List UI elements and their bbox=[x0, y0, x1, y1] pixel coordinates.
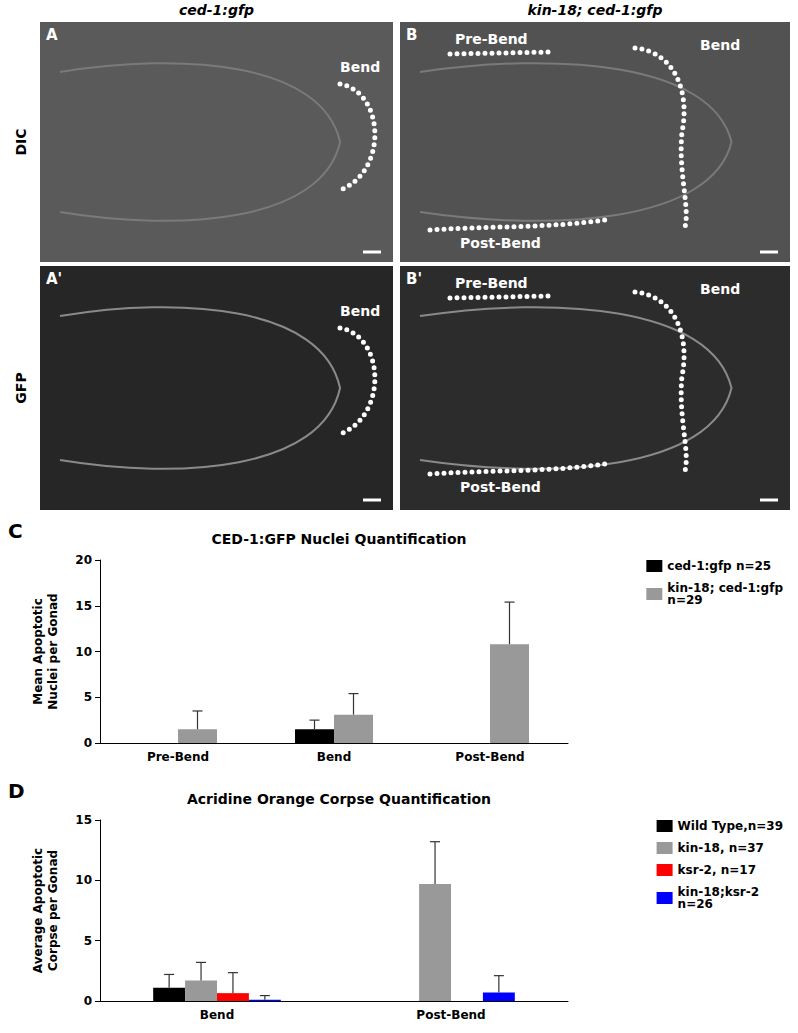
svg-text:Wild Type,n=39: Wild Type,n=39 bbox=[678, 819, 783, 833]
svg-text:Corpse per Gonad: Corpse per Gonad bbox=[46, 850, 60, 971]
svg-text:Bend: Bend bbox=[700, 281, 740, 297]
svg-text:15: 15 bbox=[75, 599, 92, 613]
svg-text:B: B bbox=[406, 26, 417, 44]
svg-text:Bend: Bend bbox=[340, 303, 380, 319]
svg-text:5: 5 bbox=[84, 690, 92, 704]
svg-text:n=29: n=29 bbox=[667, 593, 702, 607]
svg-text:kin-18, n=37: kin-18, n=37 bbox=[678, 841, 764, 855]
svg-text:0: 0 bbox=[84, 736, 92, 750]
svg-text:B': B' bbox=[406, 270, 422, 288]
svg-text:Bend: Bend bbox=[200, 1008, 234, 1022]
svg-text:DIC: DIC bbox=[13, 128, 29, 155]
svg-text:20: 20 bbox=[75, 553, 92, 567]
svg-text:GFP: GFP bbox=[13, 372, 29, 403]
svg-text:ced-1:gfp n=25: ced-1:gfp n=25 bbox=[667, 559, 771, 573]
svg-text:n=26: n=26 bbox=[678, 897, 713, 911]
svg-text:ced-1:gfp: ced-1:gfp bbox=[179, 2, 254, 18]
svg-text:A': A' bbox=[46, 270, 62, 288]
svg-text:kin-18; ced-1:gfp: kin-18; ced-1:gfp bbox=[667, 581, 783, 595]
svg-text:Post-Bend: Post-Bend bbox=[460, 235, 541, 251]
svg-text:5: 5 bbox=[84, 934, 92, 948]
svg-text:Pre-Bend: Pre-Bend bbox=[455, 31, 528, 47]
svg-text:Post-Bend: Post-Bend bbox=[455, 750, 524, 764]
svg-text:Mean Apoptotic: Mean Apoptotic bbox=[31, 598, 45, 705]
svg-text:C: C bbox=[8, 519, 23, 543]
svg-text:Bend: Bend bbox=[317, 750, 351, 764]
svg-text:10: 10 bbox=[75, 645, 92, 659]
svg-text:ksr-2, n=17: ksr-2, n=17 bbox=[678, 863, 756, 877]
svg-text:Post-Bend: Post-Bend bbox=[460, 479, 541, 495]
svg-text:D: D bbox=[8, 779, 25, 803]
svg-text:kin-18;ksr-2: kin-18;ksr-2 bbox=[677, 885, 760, 899]
svg-text:Acridine Orange Corpse Quantif: Acridine Orange Corpse Quantification bbox=[187, 791, 491, 807]
svg-text:Pre-Bend: Pre-Bend bbox=[455, 275, 528, 291]
svg-text:10: 10 bbox=[75, 873, 92, 887]
svg-text:Post-Bend: Post-Bend bbox=[416, 1008, 485, 1022]
svg-text:15: 15 bbox=[75, 813, 92, 827]
svg-text:Nuclei per Gonad: Nuclei per Gonad bbox=[46, 593, 60, 709]
svg-text:A: A bbox=[46, 26, 58, 44]
svg-text:CED-1:GFP Nuclei Quantificatio: CED-1:GFP Nuclei Quantification bbox=[212, 531, 467, 547]
svg-text:Average Apoptotic: Average Apoptotic bbox=[31, 848, 45, 973]
svg-text:Bend: Bend bbox=[340, 59, 380, 75]
svg-text:Pre-Bend: Pre-Bend bbox=[147, 750, 209, 764]
svg-text:0: 0 bbox=[84, 994, 92, 1008]
svg-text:kin-18; ced-1:gfp: kin-18; ced-1:gfp bbox=[528, 2, 663, 18]
svg-text:Bend: Bend bbox=[700, 37, 740, 53]
